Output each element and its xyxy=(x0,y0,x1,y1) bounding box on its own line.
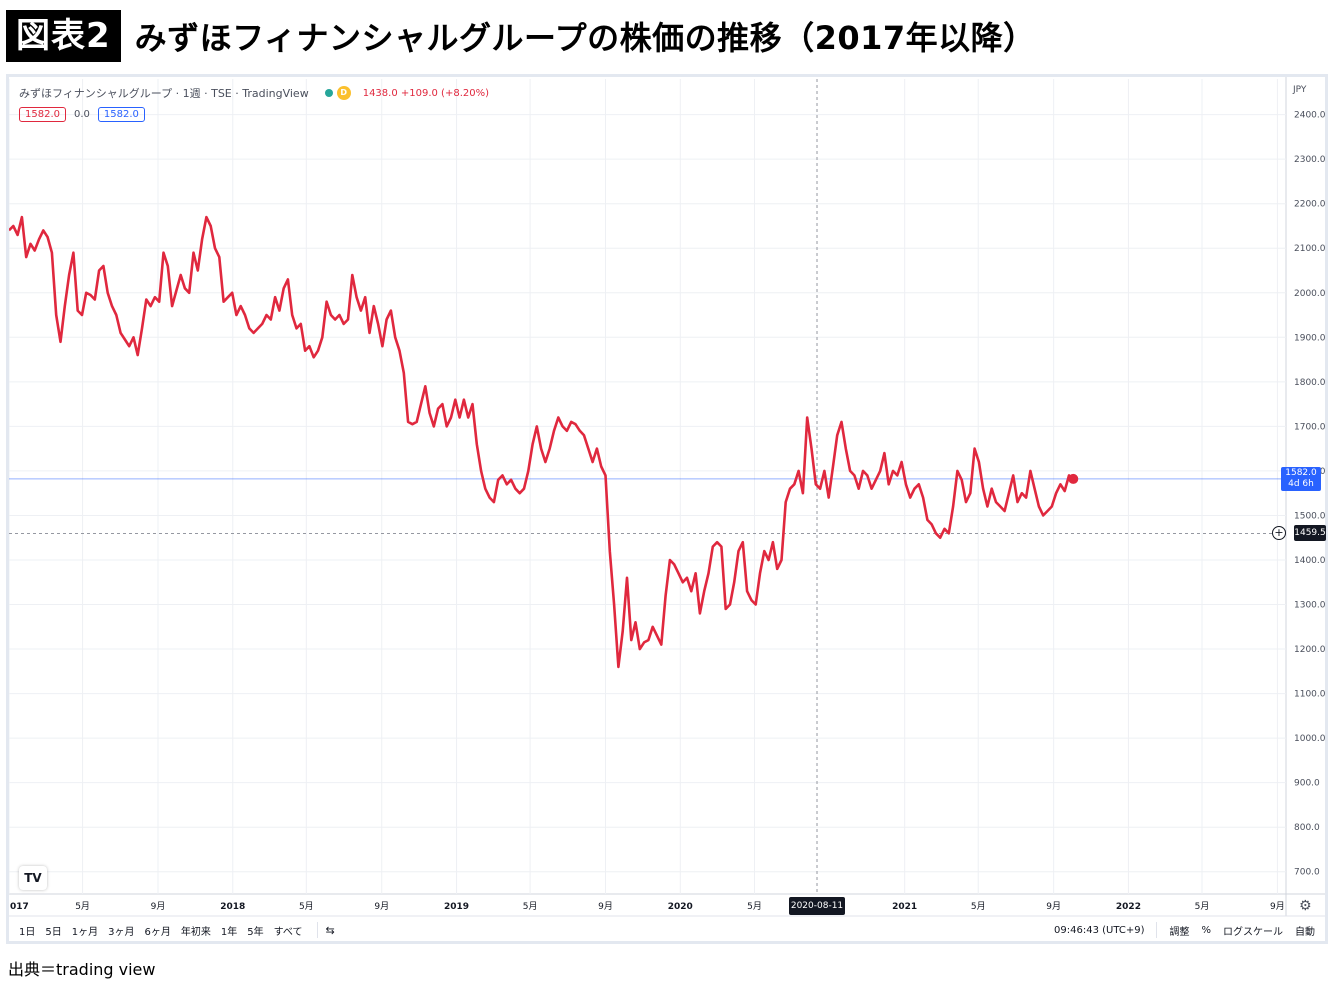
y-tick-label: 2400.0 xyxy=(1294,111,1325,121)
indicator-row: 1582.0 0.0 1582.0 xyxy=(19,107,145,122)
timeframe-button[interactable]: 1ヶ月 xyxy=(71,926,99,938)
y-tick-label: 1200.0 xyxy=(1294,645,1325,655)
legend-change: 1438.0 +109.0 (+8.20%) xyxy=(362,87,490,99)
y-tick-label: 2200.0 xyxy=(1294,200,1325,210)
series-line xyxy=(9,215,1075,669)
bar-countdown: 4d 6h xyxy=(1288,478,1314,489)
timeframe-list: 1日 5日 1ヶ月 3ヶ月 6ヶ月 年初来 1年 5年 すべて xyxy=(19,923,313,938)
figure-title: みずほフィナンシャルグループの株価の推移（2017年以降） xyxy=(134,19,1036,57)
x-tick-label: 5月 xyxy=(75,901,90,912)
y-axis: 700.0 800.0 900.0 1000.0 1100.0 1200.0 1300.0 1… xyxy=(1294,111,1325,878)
x-tick-label: 5月 xyxy=(747,901,762,912)
timeframe-button[interactable]: 年初来 xyxy=(180,926,211,938)
y-tick-label: 1500.0 xyxy=(1294,511,1325,521)
x-tick-label: 017 xyxy=(10,902,29,912)
y-tick-label: 2000.0 xyxy=(1294,289,1325,299)
legend-symbol: みずほフィナンシャルグループ · 1週 · TSE · TradingView xyxy=(19,87,309,100)
toolbar-divider xyxy=(1156,922,1158,938)
y-tick-label: 2300.0 xyxy=(1294,155,1325,165)
timeframe-button[interactable]: 5年 xyxy=(247,926,264,938)
y-tick-label: 1400.0 xyxy=(1294,556,1325,566)
x-tick-label: 2018 xyxy=(220,902,245,912)
y-tick-label: 1000.0 xyxy=(1294,734,1325,744)
chart-frame: 700.0 800.0 900.0 1000.0 1100.0 1200.0 1300.0 1… xyxy=(6,74,1328,944)
timeframe-button[interactable]: 3ヶ月 xyxy=(108,926,135,938)
indicator-mid-value: 0.0 xyxy=(74,109,90,120)
timeframe-button[interactable]: 5日 xyxy=(45,926,62,938)
figure-badge: 図表2 xyxy=(6,10,121,62)
y-tick-label: 700.0 xyxy=(1294,868,1320,878)
x-tick-label: 2020 xyxy=(668,902,693,912)
log-scale-toggle[interactable]: ログスケール xyxy=(1223,926,1283,938)
adjust-toggle[interactable]: 調整 xyxy=(1169,926,1190,938)
toolbar-divider xyxy=(316,922,318,938)
x-tick-label: 2022 xyxy=(1116,902,1141,912)
timeframe-button[interactable]: 6ヶ月 xyxy=(144,926,171,938)
x-tick-label: 9月 xyxy=(1046,901,1061,912)
market-status-icon xyxy=(324,89,333,97)
x-tick-label: 2021 xyxy=(892,902,917,912)
source-note: 出典＝trading view xyxy=(8,960,156,979)
indicator-right-value[interactable]: 1582.0 xyxy=(97,107,145,122)
timeframe-button[interactable]: 1日 xyxy=(19,926,36,938)
tradingview-logo-icon[interactable]: TV xyxy=(19,866,47,890)
y-tick-label: 2100.0 xyxy=(1294,244,1325,254)
x-tick-label: 5月 xyxy=(299,901,314,912)
gear-icon[interactable]: ⚙ xyxy=(1299,898,1312,914)
legend-row: みずほフィナンシャルグループ · 1週 · TSE · TradingView … xyxy=(19,85,489,101)
x-tick-label: 5月 xyxy=(523,901,538,912)
price-chart[interactable]: 700.0 800.0 900.0 1000.0 1100.0 1200.0 1300.0 1… xyxy=(9,77,1325,941)
currency-label: JPY xyxy=(1292,85,1307,95)
toolbar-right: 09:46:43 (UTC+9) 調整 % ログスケール 自動 xyxy=(1042,922,1315,938)
y-tick-label: 1700.0 xyxy=(1294,422,1325,432)
y-tick-label: 1800.0 xyxy=(1294,378,1325,388)
indicator-left-value[interactable]: 1582.0 xyxy=(19,107,66,122)
percent-toggle[interactable]: % xyxy=(1201,924,1211,936)
clock-readout[interactable]: 09:46:43 (UTC+9) xyxy=(1054,924,1145,936)
last-price-value: 1582.0 xyxy=(1285,467,1317,478)
last-price-tag: 1582.0 4d 6h xyxy=(1281,466,1321,491)
x-tick-label: 9月 xyxy=(374,901,389,912)
x-tick-label: 2019 xyxy=(444,902,469,912)
y-tick-label: 800.0 xyxy=(1294,823,1320,833)
x-tick-label: 5月 xyxy=(971,901,986,912)
timeframe-button[interactable]: 1年 xyxy=(220,926,238,938)
x-axis: 017 5月 9月 2018 5月 9月 2019 5月 9月 2020 5月 2021 5月 9月 202… xyxy=(10,901,1285,912)
bottom-toolbar: 1日 5日 1ヶ月 3ヶ月 6ヶ月 年初来 1年 5年 すべて ⇆ 09:46:43 (UTC+… xyxy=(9,919,1325,941)
x-tick-label: 5月 xyxy=(1195,901,1210,912)
last-point-marker xyxy=(1068,473,1079,484)
grid xyxy=(9,77,1325,917)
x-tick-label: 9月 xyxy=(151,901,166,912)
timeframe-button[interactable]: すべて xyxy=(273,926,303,938)
crosshair-price-tag: 1459.5 xyxy=(1294,525,1326,542)
y-tick-label: 1300.0 xyxy=(1294,601,1325,611)
x-tick-label: 9月 xyxy=(598,901,613,912)
dividend-badge[interactable]: D xyxy=(336,86,351,100)
y-tick-label: 1100.0 xyxy=(1294,690,1325,700)
crosshair-date-tag: 2020-08-11 xyxy=(789,897,845,915)
y-tick-label: 1900.0 xyxy=(1294,333,1325,343)
add-alert-plus-icon[interactable]: + xyxy=(1272,526,1286,541)
x-tick-label: 9月 xyxy=(1270,901,1285,912)
auto-scale-toggle[interactable]: 自動 xyxy=(1295,926,1315,938)
figure-header: 図表2 みずほフィナンシャルグループの株価の推移（2017年以降） xyxy=(6,8,1036,64)
compare-icon[interactable]: ⇆ xyxy=(325,923,335,937)
y-tick-label: 900.0 xyxy=(1294,779,1320,789)
